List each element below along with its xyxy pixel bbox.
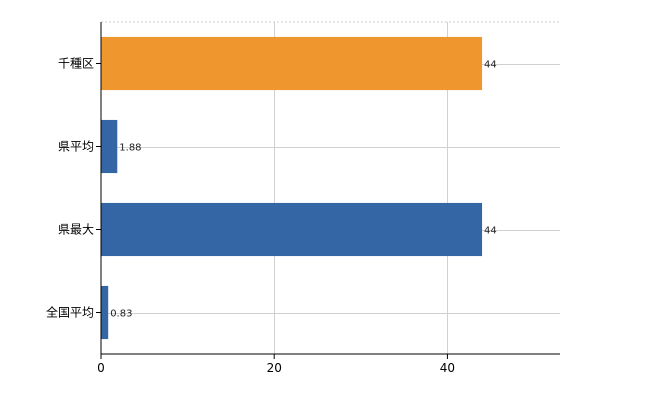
- labels: 44 千種区 1.88 県平均 44 県最大 0.83 全国平均 0 20 40: [46, 57, 497, 376]
- bar-value-label: 44: [484, 60, 497, 71]
- category-label: 県平均: [58, 140, 94, 154]
- bar: [101, 285, 109, 340]
- bar-value-label: 44: [484, 226, 497, 237]
- bar: [101, 36, 483, 91]
- bars: [101, 36, 483, 340]
- category-label: 全国平均: [46, 305, 94, 320]
- bar-value-label: 0.83: [110, 309, 132, 320]
- category-label: 千種区: [58, 57, 94, 71]
- x-tick-label: 0: [97, 361, 105, 375]
- bar: [101, 119, 118, 174]
- category-label: 県最大: [58, 223, 94, 237]
- x-tick-label: 40: [440, 361, 455, 375]
- bar: [101, 202, 483, 257]
- axes: [100, 22, 560, 355]
- bar-value-label: 1.88: [119, 143, 141, 154]
- x-tick-label: 20: [267, 361, 282, 375]
